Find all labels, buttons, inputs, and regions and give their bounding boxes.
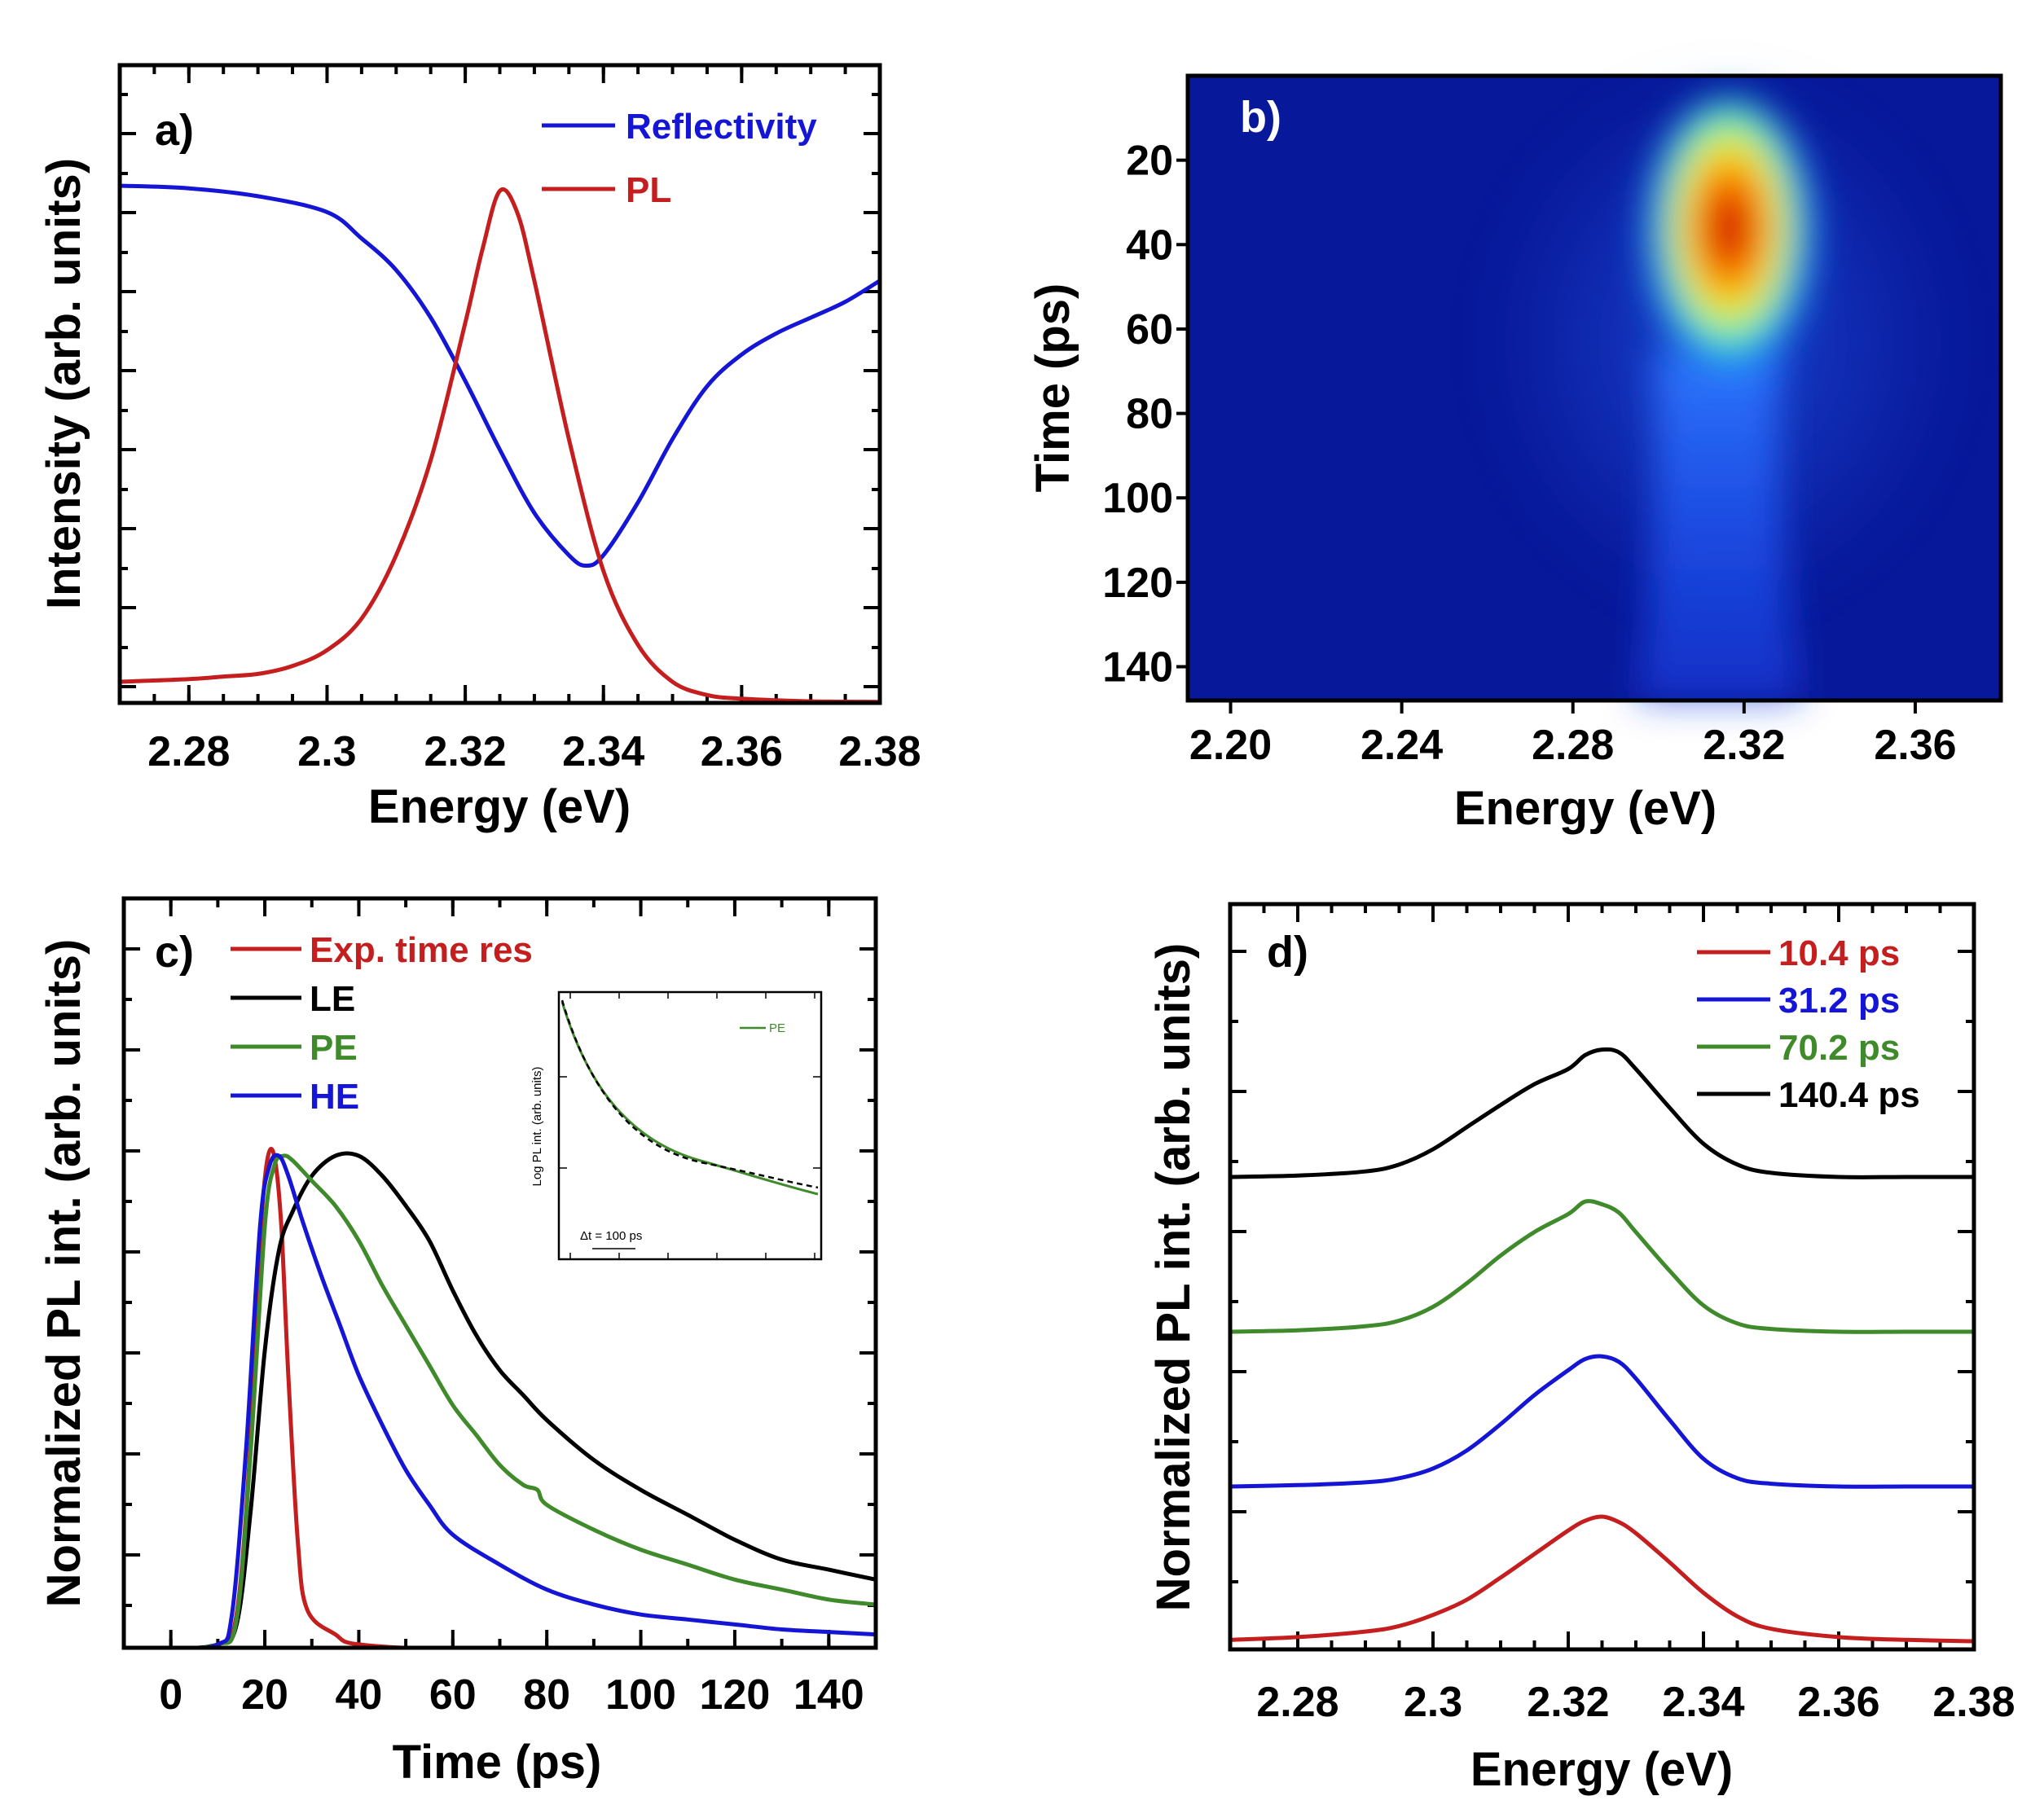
panel-b-ytick-label: 140 — [1102, 644, 1173, 692]
panel-b-xtick-label: 2.36 — [1874, 722, 1956, 769]
inset-fit-curve — [560, 999, 819, 1189]
panel-a-xlabel: Energy (eV) — [368, 780, 631, 833]
panel-d-ylabel: Normalized PL int. (arb. units) — [1147, 943, 1200, 1612]
panel-a-xtick-label: 2.34 — [562, 728, 644, 775]
panel-a-legend: Reflectivity PL — [542, 107, 817, 210]
panel-d-xtick-label: 2.28 — [1256, 1679, 1338, 1726]
panel-c-frame — [121, 896, 878, 1650]
panel-c-inset: PE Log PL int. (arb. units) Δt = 100 ps — [530, 990, 823, 1261]
panel-c-xtick-label: 120 — [700, 1671, 771, 1719]
panel-d-xtick-label: 2.3 — [1404, 1679, 1462, 1726]
heatmap-hotspot — [1640, 98, 1819, 407]
panel-d-label: d) — [1267, 928, 1308, 977]
legend-label-pe: PE — [310, 1028, 358, 1068]
panel-d: d) 10.4 ps 31.2 ps 70.2 ps 140.4 ps 2.28… — [1147, 902, 2015, 1796]
panel-b-ytick-labels: 20 40 60 80 100 120 140 — [1102, 138, 1173, 692]
panel-a-label: a) — [155, 106, 194, 155]
panel-a-xtick-label: 2.32 — [424, 728, 506, 775]
inset-ticks — [559, 992, 821, 1259]
panel-b-ytick-label: 80 — [1126, 391, 1173, 438]
heatmap-emission — [1487, 73, 1959, 700]
he-curve — [169, 1153, 876, 1648]
le-curve — [169, 1151, 876, 1648]
panel-b-ytick-label: 40 — [1126, 222, 1173, 269]
panel-a-xtick-label: 2.3 — [297, 728, 356, 775]
panel-c-xtick-label: 140 — [793, 1671, 864, 1719]
panel-a: a) Reflectivity PL 2.28 2.3 2.32 2.34 2.36 2.… — [37, 63, 921, 833]
legend-label-pl: PL — [626, 170, 671, 210]
heatmap-tail — [1637, 350, 1800, 700]
panel-b-xtick-label: 2.20 — [1189, 722, 1272, 769]
panel-b-ytick-label: 20 — [1126, 138, 1173, 185]
panel-b-xtick-labels: 2.20 2.24 2.28 2.32 2.36 — [1189, 722, 1957, 769]
panel-b-ticks — [1176, 158, 1917, 714]
panel-c: c) Exp. time res LE PE HE 0 20 40 60 80 100 12… — [37, 896, 878, 1789]
panel-b-label: b) — [1240, 93, 1281, 142]
panel-b-xlabel: Energy (eV) — [1454, 782, 1717, 835]
reflectivity-curve — [120, 183, 880, 568]
legend-label-10-4ps: 10.4 ps — [1778, 933, 1900, 973]
spectrum-70-2ps-curve — [1230, 1199, 1974, 1334]
panel-b: b) 2.20 2.24 2.28 2.32 2.36 20 40 60 80 100 120 14… — [1026, 73, 2003, 835]
inset-pe-curve — [560, 1001, 819, 1196]
panel-b-xtick-label: 2.32 — [1703, 722, 1785, 769]
panel-a-ylabel: Intensity (arb. units) — [37, 158, 90, 609]
panel-c-xtick-label: 100 — [605, 1671, 676, 1719]
spectrum-140-4ps-curve — [1230, 1047, 1974, 1179]
pe-curve — [169, 1153, 876, 1648]
panel-c-xtick-label: 80 — [523, 1671, 570, 1719]
spectrum-10-4ps-curve — [1230, 1514, 1974, 1644]
panel-c-xtick-labels: 0 20 40 60 80 100 120 140 — [159, 1671, 864, 1719]
panel-a-xtick-label: 2.38 — [838, 728, 921, 775]
legend-label-140-4ps: 140.4 ps — [1778, 1075, 1920, 1115]
inset-annotation: Δt = 100 ps — [580, 1229, 642, 1243]
panel-b-frame — [1185, 73, 2003, 703]
panel-b-ylabel: Time (ps) — [1026, 283, 1079, 493]
inset-legend-label: PE — [769, 1021, 785, 1035]
panel-d-xlabel: Energy (eV) — [1470, 1743, 1733, 1796]
panel-d-legend: 10.4 ps 31.2 ps 70.2 ps 140.4 ps — [1697, 933, 1920, 1115]
pl-curve — [120, 187, 880, 703]
panel-d-xtick-label: 2.38 — [1932, 1679, 2015, 1726]
panel-b-ytick-label: 100 — [1102, 475, 1173, 522]
legend-label-he: HE — [310, 1077, 359, 1117]
panel-d-xtick-labels: 2.28 2.3 2.32 2.34 2.36 2.38 — [1256, 1679, 2015, 1726]
panel-a-ticks — [118, 65, 881, 703]
panel-c-xtick-label: 20 — [241, 1671, 288, 1719]
panel-b-ytick-label: 60 — [1126, 306, 1173, 354]
inset-frame — [557, 990, 823, 1261]
panel-c-xtick-label: 40 — [336, 1671, 383, 1719]
panel-a-xtick-label: 2.36 — [701, 728, 783, 775]
panel-c-ylabel: Normalized PL int. (arb. units) — [37, 939, 90, 1608]
panel-c-xlabel: Time (ps) — [393, 1736, 602, 1789]
panel-a-xtick-label: 2.28 — [147, 728, 230, 775]
panel-c-xtick-label: 0 — [159, 1671, 182, 1719]
panel-d-xtick-label: 2.36 — [1797, 1679, 1879, 1726]
panel-a-frame — [117, 63, 882, 705]
legend-label-le: LE — [310, 979, 355, 1019]
panel-c-label: c) — [155, 928, 194, 977]
legend-label-31-2ps: 31.2 ps — [1778, 981, 1900, 1021]
panel-d-xtick-label: 2.34 — [1662, 1679, 1744, 1726]
panel-b-xtick-label: 2.28 — [1532, 722, 1614, 769]
legend-label-exp-time-res: Exp. time res — [310, 930, 533, 970]
panel-b-ytick-label: 120 — [1102, 560, 1173, 607]
panel-c-xtick-label: 60 — [429, 1671, 477, 1719]
panel-a-xtick-labels: 2.28 2.3 2.32 2.34 2.36 2.38 — [147, 728, 921, 775]
panel-b-xtick-label: 2.24 — [1360, 722, 1443, 769]
panel-c-legend: Exp. time res LE PE HE — [231, 930, 533, 1117]
panel-d-xtick-label: 2.32 — [1527, 1679, 1609, 1726]
spectrum-31-2ps-curve — [1230, 1354, 1974, 1489]
inset-ylabel: Log PL int. (arb. units) — [530, 1066, 544, 1186]
panel-d-frame — [1228, 902, 1976, 1652]
legend-label-reflectivity: Reflectivity — [626, 107, 817, 147]
legend-label-70-2ps: 70.2 ps — [1778, 1028, 1900, 1068]
